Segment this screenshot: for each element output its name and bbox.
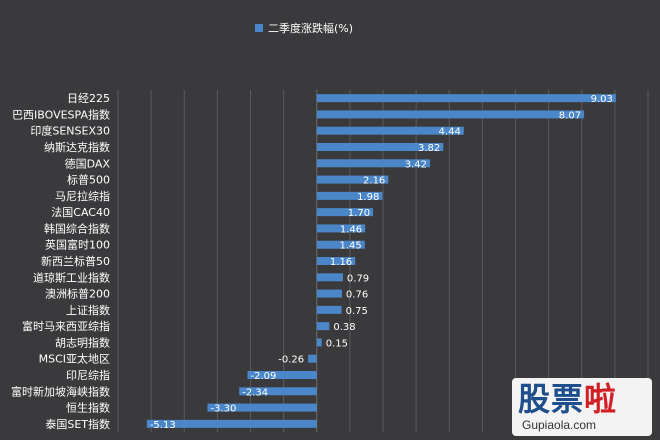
category-label-8: 法国CAC40 bbox=[51, 205, 110, 219]
watermark-url: Gupiaola.com bbox=[522, 418, 597, 432]
legend-label: 二季度涨跌幅(%) bbox=[268, 21, 353, 35]
bar-4 bbox=[316, 143, 444, 151]
value-label-10: 1.45 bbox=[340, 241, 362, 252]
bar-10 bbox=[316, 240, 365, 249]
legend: 二季度涨跌幅(%) bbox=[255, 21, 353, 35]
value-label-18: -2.09 bbox=[251, 371, 277, 382]
category-label-1: 日经225 bbox=[67, 92, 110, 105]
category-label-19: 富时新加坡海峡指数 bbox=[11, 384, 110, 398]
bar-12 bbox=[316, 273, 343, 282]
bar-7 bbox=[316, 191, 383, 200]
value-label-20: -3.30 bbox=[210, 404, 236, 415]
watermark-logo: 股票啦 bbox=[518, 382, 617, 416]
bar-15 bbox=[316, 322, 330, 331]
category-label-20: 恒生指数 bbox=[66, 401, 110, 415]
value-label-14: 0.75 bbox=[346, 306, 368, 317]
value-label-8: 1.70 bbox=[348, 208, 370, 219]
legend-swatch bbox=[255, 24, 263, 32]
bar-21 bbox=[146, 419, 317, 428]
gupiaola-watermark: 股票啦 Gupiaola.com bbox=[512, 378, 652, 436]
value-label-2: 8.07 bbox=[559, 110, 581, 121]
category-label-12: 道琼斯工业指数 bbox=[33, 270, 110, 284]
category-label-15: 富时马来西亚综指 bbox=[22, 319, 110, 333]
bar-1 bbox=[316, 94, 616, 103]
value-label-7: 1.98 bbox=[357, 192, 379, 203]
watermark-logo-accent: 啦 bbox=[584, 380, 618, 418]
value-label-5: 3.42 bbox=[405, 159, 427, 170]
watermark-logo-text: 股票 bbox=[518, 380, 585, 418]
category-label-17: MSCI亚太地区 bbox=[39, 353, 110, 366]
bar-19 bbox=[239, 387, 317, 396]
value-label-15: 0.38 bbox=[333, 322, 355, 333]
category-label-5: 德国DAX bbox=[65, 156, 111, 170]
category-label-7: 马尼拉综指 bbox=[55, 189, 110, 203]
category-label-6: 标普500 bbox=[67, 173, 110, 187]
value-label-9: 1.46 bbox=[340, 224, 362, 235]
category-label-18: 印尼综指 bbox=[66, 368, 110, 382]
bar-17 bbox=[308, 354, 317, 363]
value-label-13: 0.76 bbox=[346, 290, 368, 301]
value-label-17: -0.26 bbox=[278, 355, 304, 366]
value-label-11: 1.16 bbox=[330, 257, 352, 268]
bar-2 bbox=[316, 110, 585, 119]
category-label-4: 纳斯达克指数 bbox=[44, 140, 110, 154]
value-label-12: 0.79 bbox=[347, 273, 369, 284]
bar-20 bbox=[207, 403, 317, 412]
bar-9 bbox=[316, 224, 366, 233]
category-label-21: 泰国SET指数 bbox=[45, 417, 110, 431]
category-label-9: 韩国综合指数 bbox=[44, 221, 110, 235]
bar-8 bbox=[316, 208, 374, 217]
value-label-3: 4.44 bbox=[439, 127, 461, 138]
category-label-14: 上证指数 bbox=[66, 303, 110, 317]
category-label-10: 英国富时100 bbox=[45, 238, 110, 252]
category-label-3: 印度SENSEX30 bbox=[30, 124, 110, 138]
bar-13 bbox=[316, 289, 342, 298]
category-label-13: 澳洲标普200 bbox=[45, 287, 110, 301]
bar-5 bbox=[316, 159, 431, 168]
value-label-1: 9.03 bbox=[591, 94, 613, 105]
gridlines bbox=[117, 90, 649, 432]
bar-14 bbox=[316, 305, 342, 314]
value-label-19: -2.34 bbox=[242, 387, 268, 398]
bar-11 bbox=[316, 257, 356, 265]
category-label-16: 胡志明指数 bbox=[55, 335, 110, 349]
bar-16 bbox=[316, 338, 322, 347]
bar-3 bbox=[316, 126, 464, 135]
category-label-2: 巴西IBOVESPA指数 bbox=[12, 107, 110, 121]
bars bbox=[146, 94, 616, 428]
value-label-21: -5.13 bbox=[150, 420, 176, 431]
value-label-4: 3.82 bbox=[418, 143, 440, 154]
value-labels: 9.03 8.07 4.44 3.82 3.42 2.16 1.98 1.70 1.46 1.45… bbox=[150, 94, 613, 431]
bar-6 bbox=[316, 175, 389, 184]
value-label-16: 0.15 bbox=[326, 338, 348, 349]
value-label-6: 2.16 bbox=[363, 176, 385, 187]
bar-18 bbox=[247, 371, 317, 379]
category-label-11: 新西兰标普50 bbox=[41, 254, 110, 268]
